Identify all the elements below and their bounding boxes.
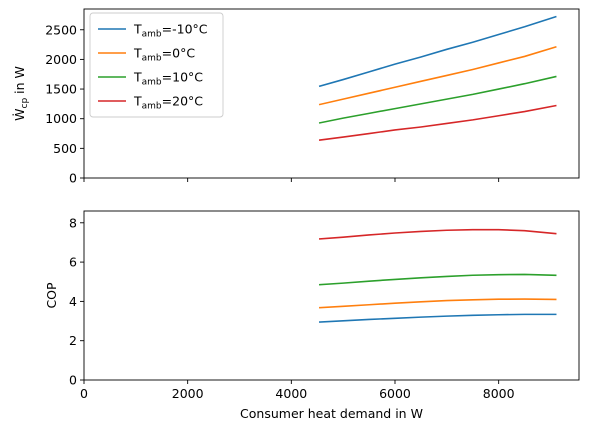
legend-label: Tamb=20°C (133, 94, 203, 112)
axes-frame (83, 210, 580, 381)
x-tick-label: 4000 (275, 386, 307, 401)
series-line-0-3 (318, 104, 557, 141)
series-line-1-1 (318, 298, 557, 309)
y-tick-label: 4 (69, 294, 77, 309)
y-axis-label: COP (44, 282, 59, 309)
y-axis-label: Ẇcp in W (12, 66, 30, 121)
y-tick-label: 2000 (45, 52, 77, 67)
y-tick-label: 6 (69, 255, 77, 270)
x-tick-label: 6000 (379, 386, 411, 401)
y-tick-label: 0 (69, 171, 77, 186)
x-tick-label: 8000 (483, 386, 515, 401)
series-line-0-2 (318, 75, 557, 124)
series-line-0-1 (318, 45, 557, 106)
series-line-1-0 (319, 313, 557, 323)
cop-subplot: 0 2000 4000 6000 8000 0 2 4 6 8 COP Consumer heat d… (44, 210, 580, 421)
x-tick-label: 2000 (172, 386, 204, 401)
y-tick-label: 8 (69, 215, 77, 230)
legend-box (89, 12, 224, 118)
x-axis-label: Consumer heat demand in W (240, 406, 423, 421)
legend: Tamb=-10°C Tamb=0°C Tamb=10°C Tamb=20°C (89, 12, 224, 118)
legend-label: Tamb=0°C (133, 46, 195, 64)
legend-label: Tamb=-10°C (133, 22, 208, 40)
y-tick-label: 500 (53, 141, 77, 156)
y-tick-label: 2500 (45, 22, 77, 37)
y-tick-label: 2 (69, 333, 77, 348)
series-line-1-2 (318, 273, 557, 286)
y-tick-label: 1500 (45, 82, 77, 97)
axes-frame (83, 8, 580, 179)
x-tick-label: 0 (80, 386, 88, 401)
legend-label: Tamb=10°C (133, 70, 203, 88)
y-tick-label: 1000 (45, 111, 77, 126)
series-line-0-0 (318, 15, 557, 88)
y-tick-label: 0 (69, 373, 77, 388)
series-line-1-3 (318, 228, 557, 240)
